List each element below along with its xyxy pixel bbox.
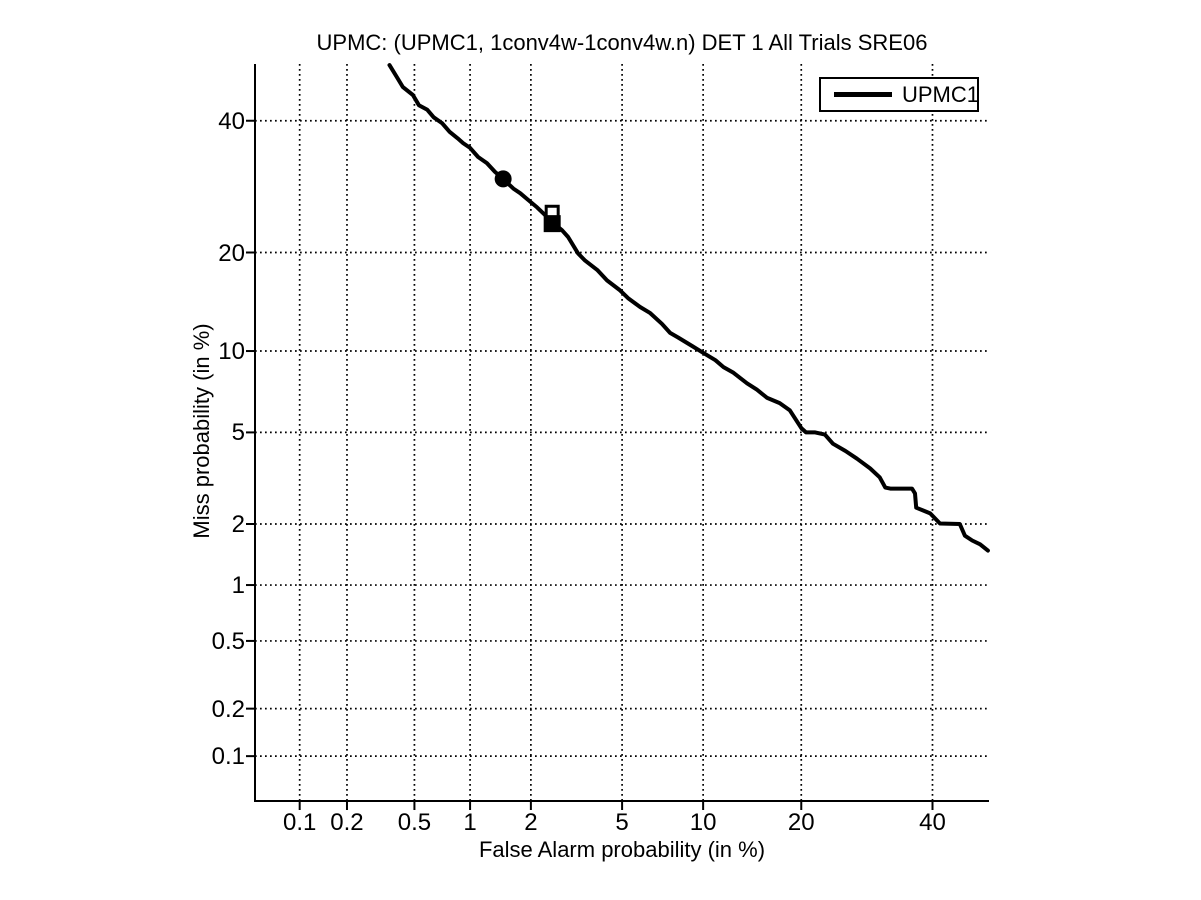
x-axis-label: False Alarm probability (in %) — [478, 837, 766, 862]
x-tick-label: 2 — [524, 809, 538, 836]
y-tick-label: 1 — [231, 572, 245, 600]
chart-title: UPMC: (UPMC1, 1conv4w-1conv4w.n) DET 1 A… — [316, 30, 928, 55]
y-tick-label: 2 — [231, 510, 245, 538]
y-tick-label: 20 — [218, 239, 245, 267]
x-tick-label: 5 — [615, 809, 629, 836]
y-tick-label: 0.2 — [211, 695, 245, 723]
legend: UPMC1 — [819, 77, 979, 112]
y-tick-label: 0.5 — [211, 627, 245, 655]
x-tick-label: 0.1 — [282, 809, 317, 836]
marker-filled-circle — [494, 170, 512, 188]
x-tick-label: 40 — [919, 809, 946, 836]
x-tick-label: 10 — [689, 809, 717, 836]
x-tick-label: 1 — [463, 809, 477, 836]
x-tick-label: 0.2 — [330, 809, 364, 836]
y-tick-label: 5 — [231, 419, 245, 447]
y-tick-label: 40 — [218, 107, 245, 135]
legend-line-swatch — [834, 92, 892, 97]
det-curve — [387, 63, 990, 553]
y-tick-label: 0.1 — [211, 743, 245, 771]
legend-label: UPMC1 — [902, 81, 980, 107]
marker-filled-square — [543, 215, 561, 233]
x-tick-label: 0.5 — [397, 809, 432, 836]
x-tick-label: 20 — [787, 809, 815, 836]
y-tick-label: 10 — [218, 338, 245, 366]
